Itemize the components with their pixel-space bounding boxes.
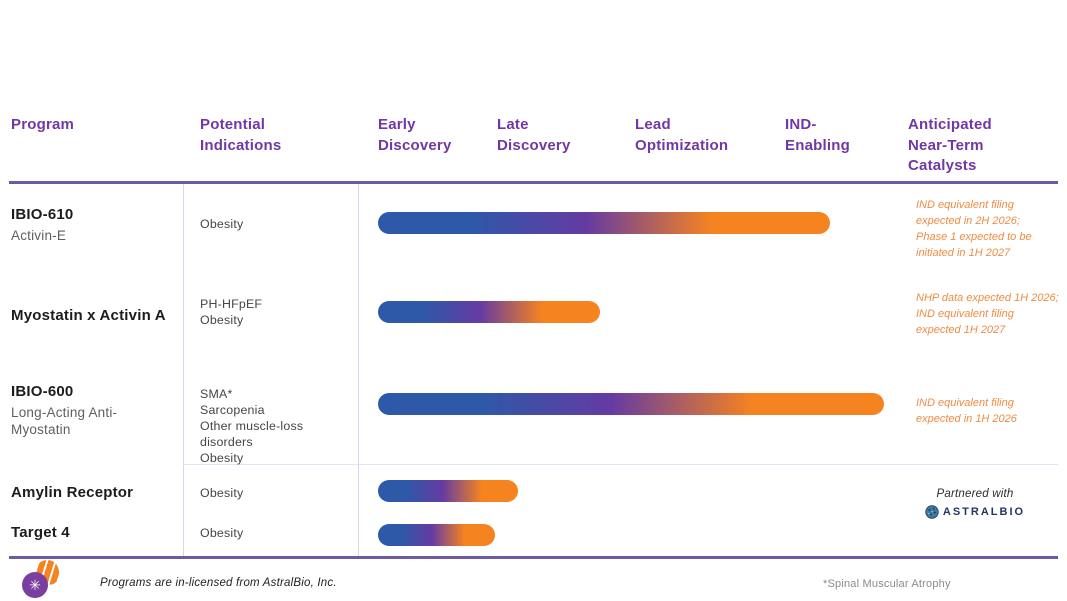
ibio-dna-logo-icon: ✳ [22,558,64,600]
column-divider-2 [358,184,359,556]
pipeline-bar-ibio-610 [378,212,830,234]
program-title: IBIO-600 [11,383,74,400]
column-header-program: Program [11,116,75,133]
pipeline-bar-amylin-receptor [378,480,518,502]
catalyst-ibio-600: IND equivalent filing expected in 1H 202… [916,397,1017,425]
indications-ibio-610: Obesity [200,217,244,231]
program-title: Amylin Receptor [11,484,134,501]
partnered-with-label: Partnered with [936,488,1014,500]
program-title: IBIO-610 [11,206,74,223]
column-header-indications: Potential Indications [200,116,282,154]
astralbio-logo: ASTRALBIO [895,505,1055,519]
program-name-amylin-receptor: Amylin Receptor [11,484,176,503]
catalyst-myostatin-activin-a: NHP data expected 1H 2026; IND equivalen… [916,292,1059,336]
partner-block: Partnered with ASTRALBIO [895,488,1055,519]
column-header-catalysts: Anticipated Near-Term Catalysts [908,116,992,175]
pipeline-bar-target-4 [378,524,495,546]
pipeline-bar-myostatin-activin-a [378,301,600,323]
indications-ibio-600: SMA* Sarcopenia Other muscle-loss disord… [200,387,304,465]
indications-target-4: Obesity [200,526,244,540]
row-separator [183,464,1058,465]
column-header-ind-enabling: IND-Enabling [785,116,850,154]
program-name-ibio-600: IBIO-600 Long-Acting Anti-Myostatin [11,383,176,439]
column-header-late-discovery: Late Discovery [497,116,571,154]
license-note: Programs are in-licensed from AstralBio,… [100,577,337,589]
program-title: Myostatin x Activin A [11,307,166,324]
column-header-early-discovery: Early Discovery [378,116,452,154]
header-divider-rule [9,181,1058,184]
astralbio-wordmark: ASTRALBIO [942,506,1026,518]
indications-amylin-receptor: Obesity [200,486,244,500]
astralbio-globe-icon [925,505,939,519]
catalyst-ibio-610: IND equivalent filing expected in 2H 202… [916,199,1032,259]
program-title: Target 4 [11,524,70,541]
column-header-lead-optimization: Lead Optimization [635,116,729,154]
program-subtitle: Long-Acting Anti-Myostatin [11,404,118,438]
program-subtitle: Activin-E [11,227,67,243]
program-name-ibio-610: IBIO-610 Activin-E [11,206,176,244]
program-name-target-4: Target 4 [11,524,176,543]
column-divider-1 [183,184,184,556]
sma-footnote: *Spinal Muscular Atrophy [823,578,951,590]
footer-divider-rule [9,556,1058,559]
program-name-myostatin-activin-a: Myostatin x Activin A [11,307,176,326]
indications-myostatin-activin-a: PH-HFpEF Obesity [200,297,263,327]
pipeline-bar-ibio-600 [378,393,884,415]
